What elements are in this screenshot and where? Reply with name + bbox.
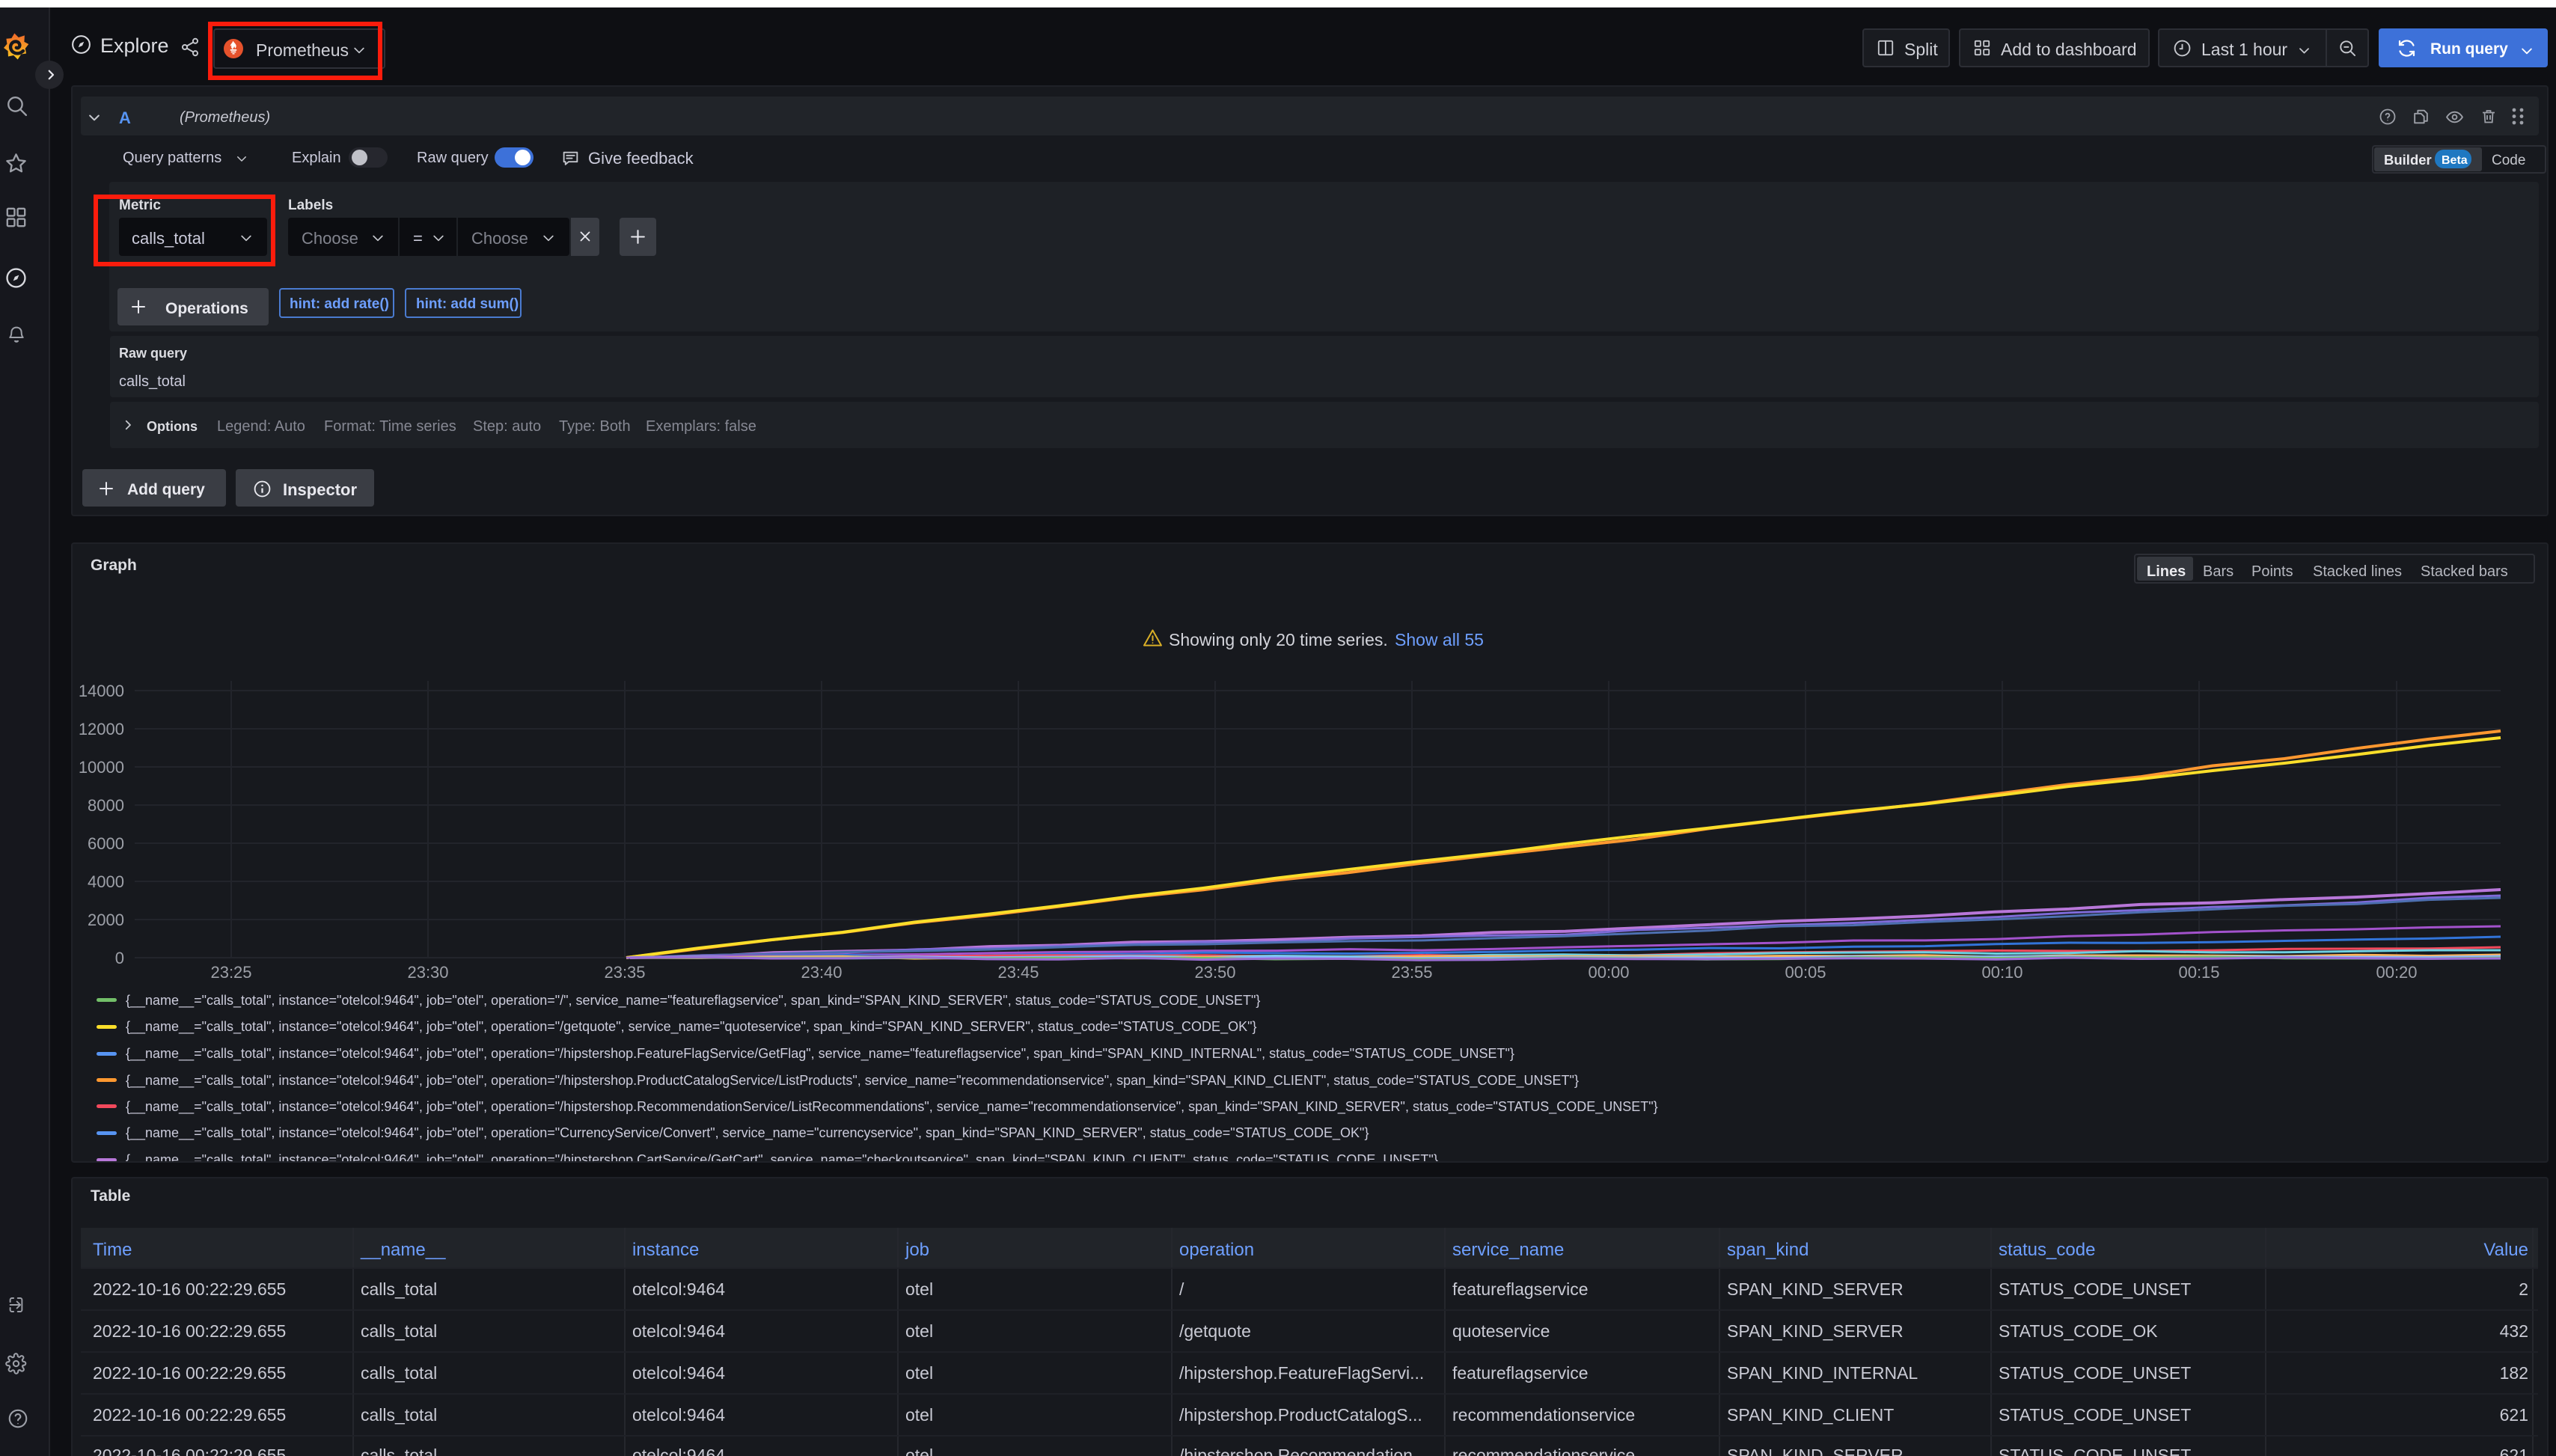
svg-text:00:00: 00:00 <box>1588 963 1629 982</box>
svg-text:6000: 6000 <box>88 834 124 853</box>
svg-text:23:55: 23:55 <box>1391 963 1432 982</box>
svg-text:23:40: 23:40 <box>801 963 842 982</box>
svg-text:10000: 10000 <box>79 758 124 777</box>
svg-text:23:45: 23:45 <box>997 963 1039 982</box>
svg-text:00:15: 00:15 <box>2178 963 2219 982</box>
svg-text:00:05: 00:05 <box>1785 963 1826 982</box>
svg-text:12000: 12000 <box>79 720 124 738</box>
svg-text:8000: 8000 <box>88 796 124 815</box>
svg-text:4000: 4000 <box>88 872 124 891</box>
svg-text:0: 0 <box>115 949 124 967</box>
svg-text:23:50: 23:50 <box>1194 963 1235 982</box>
svg-text:2000: 2000 <box>88 911 124 929</box>
svg-text:23:35: 23:35 <box>604 963 645 982</box>
svg-text:23:25: 23:25 <box>210 963 251 982</box>
svg-text:23:30: 23:30 <box>407 963 448 982</box>
svg-text:00:10: 00:10 <box>1981 963 2023 982</box>
svg-text:00:20: 00:20 <box>2376 963 2417 982</box>
svg-text:14000: 14000 <box>79 682 124 700</box>
